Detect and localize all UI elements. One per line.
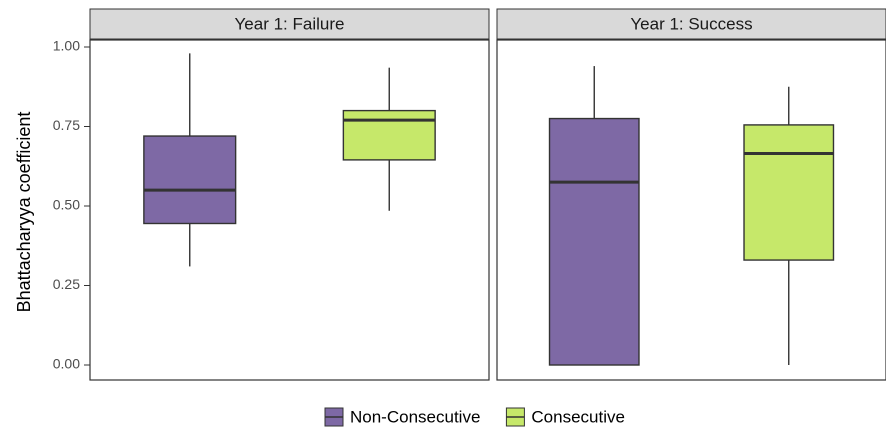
facet-panel: Year 1: Failure (89, 8, 490, 381)
legend-label: Non-Consecutive (350, 407, 480, 426)
box-body (143, 135, 237, 225)
legend: Non-Consecutive Consecutive (324, 407, 625, 427)
box-consecutive (743, 86, 835, 365)
y-tick-label: 0.00 (53, 356, 80, 372)
legend-label: Consecutive (531, 407, 625, 426)
y-tick-label: 0.25 (53, 276, 80, 292)
box-non-consecutive (548, 66, 640, 366)
facet-strip (89, 8, 490, 40)
y-tick-label: 0.75 (53, 117, 80, 133)
legend-item: Non-Consecutive (324, 407, 480, 427)
y-tick-label: 1.00 (53, 38, 80, 54)
box-body (342, 109, 436, 161)
box-body (743, 124, 835, 261)
box-non-consecutive (143, 53, 237, 267)
box-body (548, 117, 640, 366)
facet-panel: Year 1: Success (496, 8, 886, 381)
legend-item: Consecutive (505, 407, 625, 427)
facet-strip (496, 8, 886, 40)
box-consecutive (342, 67, 436, 211)
y-axis-ticks: 0.00 0.25 0.50 0.75 1.00 (53, 38, 90, 372)
facet-title: Year 1: Failure (235, 14, 345, 33)
facet-panels: Year 1: Failure Year 1: Success (89, 8, 886, 381)
facet-title: Year 1: Success (630, 14, 752, 33)
y-axis-title: Bhattacharyya coefficient (14, 112, 34, 313)
y-tick-label: 0.50 (53, 197, 80, 213)
